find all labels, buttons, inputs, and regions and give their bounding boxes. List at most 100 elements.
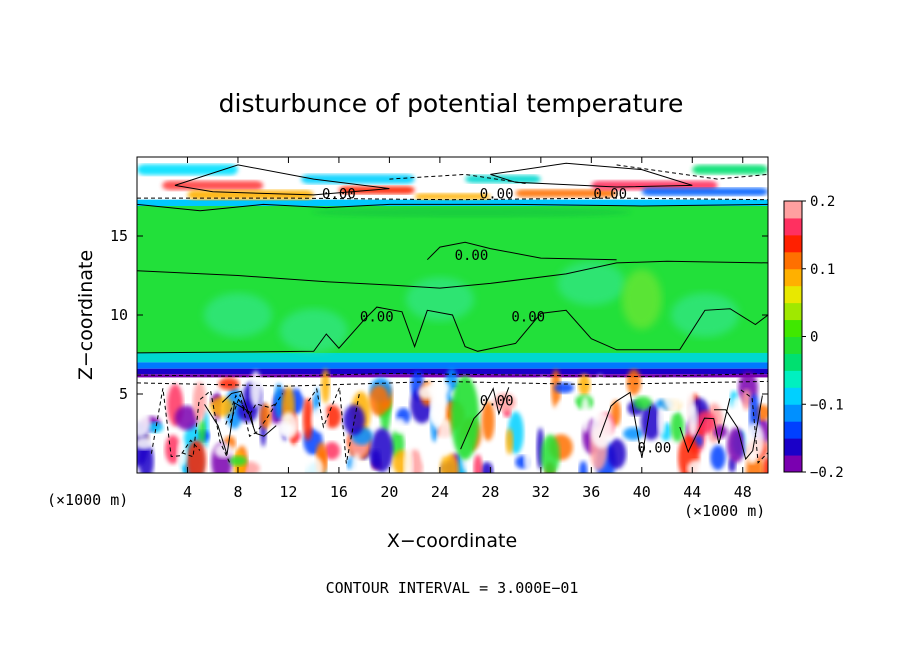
x-tick-label: 16 bbox=[330, 483, 348, 501]
contour-line bbox=[221, 390, 277, 437]
contour-line bbox=[460, 387, 510, 450]
x-tick-label: 4 bbox=[183, 483, 192, 501]
neutral-gap bbox=[538, 376, 548, 407]
colorbar-tick-label: −0.1 bbox=[810, 397, 844, 413]
colorbar-swatch bbox=[784, 217, 802, 236]
colorbar-swatch bbox=[784, 336, 802, 354]
x-tick-label: 48 bbox=[734, 483, 752, 501]
turbulence-blob bbox=[741, 389, 752, 411]
turbulence-blob bbox=[370, 450, 381, 469]
neutral-gap bbox=[663, 379, 685, 413]
x-tick-label: 36 bbox=[582, 483, 600, 501]
turbulence-blob bbox=[579, 460, 588, 473]
upper-band bbox=[515, 189, 617, 198]
contour-line bbox=[204, 401, 254, 455]
x-tick-label: 20 bbox=[380, 483, 398, 501]
x-tick-label: 40 bbox=[633, 483, 651, 501]
contour-line bbox=[679, 398, 731, 454]
neutral-gap bbox=[657, 406, 666, 436]
contour-interval-note: CONTOUR INTERVAL = 3.000E−01 bbox=[326, 579, 579, 597]
contour-label: 0.00 bbox=[360, 310, 394, 326]
neutral-gap bbox=[301, 381, 317, 399]
turbulence-blob bbox=[439, 452, 459, 473]
neutral-gap bbox=[311, 406, 329, 433]
colorbar-swatch bbox=[784, 268, 802, 287]
turbulence-blob bbox=[165, 434, 181, 464]
turbulence-blob bbox=[480, 461, 494, 473]
colorbar-tick-label: −0.2 bbox=[810, 465, 844, 481]
contour-label: 0.00 bbox=[455, 248, 489, 264]
neutral-gap bbox=[137, 407, 151, 438]
turbulence-blob bbox=[209, 396, 234, 417]
x-tick-label: 28 bbox=[481, 483, 499, 501]
turbulence-blob bbox=[710, 445, 726, 471]
contour-label: 0.00 bbox=[593, 186, 627, 202]
neutral-gap bbox=[523, 451, 533, 470]
warm-patch bbox=[621, 269, 662, 330]
colorbar-swatch bbox=[784, 421, 802, 439]
upper-band bbox=[641, 187, 768, 196]
chart-title: disturbunce of potential temperature bbox=[219, 89, 684, 118]
colorbar-tick-label: 0 bbox=[810, 330, 818, 346]
y-tick-label: 5 bbox=[119, 385, 128, 403]
turbulence-blob bbox=[607, 438, 627, 469]
turbulence-blob bbox=[174, 405, 199, 431]
neutral-gap bbox=[249, 370, 262, 408]
turbulence-blob bbox=[678, 434, 700, 473]
colorbar-swatch bbox=[784, 387, 802, 405]
neutral-gap bbox=[554, 399, 578, 422]
colorbar-swatch bbox=[784, 251, 802, 270]
cool-patch bbox=[405, 277, 474, 322]
colorbar-swatch bbox=[784, 201, 802, 219]
turbulence-blob bbox=[368, 385, 390, 416]
x-axis: 4 8 12 16 20 24 28 32 36 40 44 48 bbox=[183, 157, 752, 501]
upper-band bbox=[414, 193, 491, 200]
turbulence-blob bbox=[578, 373, 591, 396]
contour-line bbox=[308, 387, 360, 464]
neutral-gap bbox=[420, 441, 433, 465]
contour-line bbox=[174, 164, 390, 196]
contour-line bbox=[713, 395, 763, 461]
colorbar-swatch bbox=[784, 353, 802, 371]
upper-band bbox=[137, 164, 238, 176]
turbulence-blob bbox=[198, 419, 206, 444]
colorbar-tick-label: 0.1 bbox=[810, 262, 835, 278]
contour-line bbox=[137, 197, 768, 201]
neutral-gap bbox=[628, 460, 645, 473]
upper-band bbox=[187, 190, 314, 200]
colorbar-swatch bbox=[784, 438, 802, 456]
x-tick-label: 24 bbox=[431, 483, 449, 501]
turbulence-blob bbox=[321, 368, 330, 404]
x-tick-label: 44 bbox=[683, 483, 701, 501]
turbulence-blob bbox=[186, 440, 207, 473]
contour-line bbox=[137, 203, 768, 212]
x-axis-label: X−coordinate bbox=[387, 530, 517, 552]
turbulence-blob bbox=[481, 401, 495, 441]
colorbar: 0.2 0.1 0 −0.1 −0.2 bbox=[783, 194, 844, 481]
turbulence-blob bbox=[505, 428, 514, 455]
turbulence-blob bbox=[343, 404, 365, 436]
neutral-gap bbox=[731, 396, 742, 418]
neutral-gap bbox=[595, 374, 605, 410]
x-unit-left: (×1000 m) bbox=[47, 491, 128, 509]
x-tick-label: 12 bbox=[279, 483, 297, 501]
turbulence-blob bbox=[259, 403, 272, 429]
neutral-gap bbox=[686, 459, 706, 473]
cool-strip bbox=[137, 352, 768, 363]
y-axis-label: Z−coordinate bbox=[75, 250, 97, 380]
colorbar-swatch bbox=[784, 455, 802, 473]
neutral-gap bbox=[687, 403, 698, 437]
colorbar-swatch bbox=[784, 285, 802, 304]
neutral-gap bbox=[272, 431, 284, 454]
contour-line bbox=[137, 372, 768, 378]
neutral-gap bbox=[303, 456, 324, 473]
contour-line bbox=[181, 389, 231, 465]
neutral-gap bbox=[350, 453, 363, 473]
contour-line bbox=[137, 306, 768, 354]
cool-patch bbox=[203, 293, 272, 337]
turbulence-blob bbox=[623, 427, 643, 441]
neutral-gap bbox=[580, 396, 590, 433]
y-tick-label: 10 bbox=[110, 306, 128, 324]
turbulence-blob bbox=[192, 381, 207, 422]
